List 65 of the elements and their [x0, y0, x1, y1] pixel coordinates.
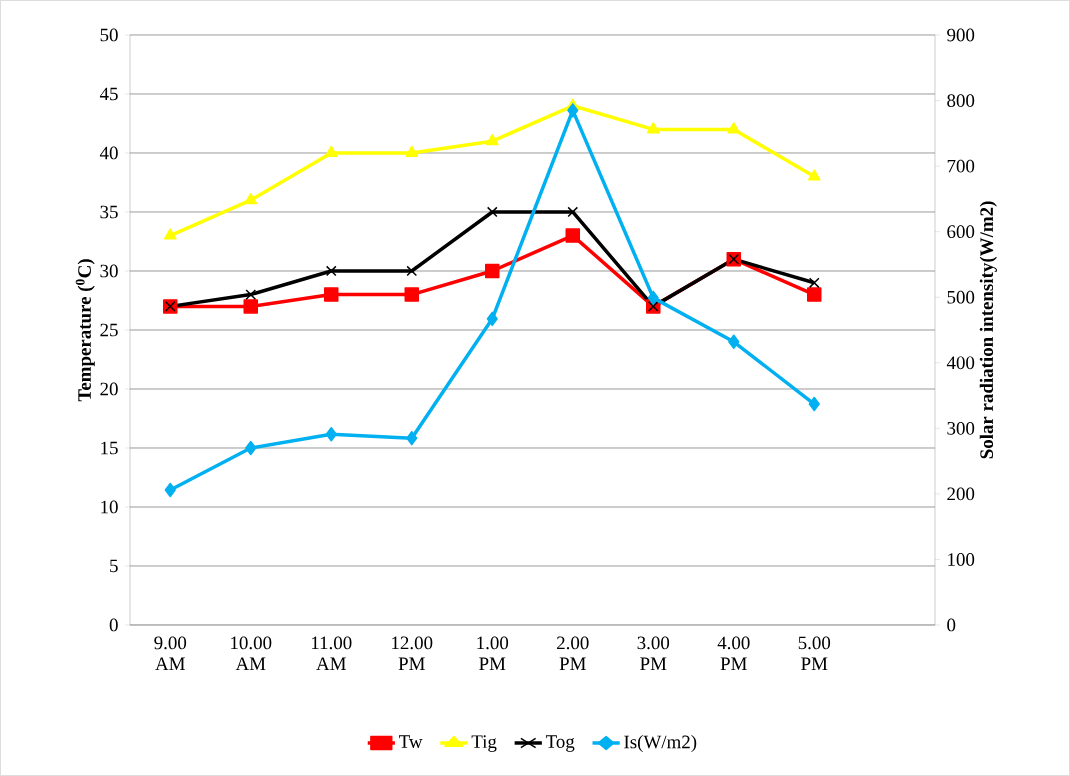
x-tick-label: 2.00 PM — [557, 636, 589, 670]
point — [807, 169, 821, 181]
y2-tick-label: 700 — [947, 159, 975, 173]
legend-label: Tw — [399, 735, 423, 748]
x-tick-label: 1.00 PM — [477, 636, 509, 670]
point — [647, 290, 659, 306]
y2-tick-label: 0 — [947, 618, 956, 632]
y2-tick-label: 500 — [947, 290, 975, 304]
y-tick-label: 10 — [101, 500, 118, 514]
x-tick-label: 3.00 PM — [637, 636, 670, 670]
legend-label: Tig — [471, 735, 497, 752]
x-tick-label: 12.00 PM — [392, 636, 433, 670]
y-tick-label: 0 — [109, 618, 118, 632]
y-tick-label: 20 — [100, 382, 118, 396]
y2-axis-title: Solar radiation intensity(W/m2) — [979, 201, 997, 459]
point — [567, 103, 579, 118]
y-tick-label: 5 — [110, 559, 118, 573]
y2-tick-label: 900 — [947, 28, 975, 42]
y-tick-label: 45 — [99, 87, 118, 101]
y2-tick-label: 200 — [947, 487, 975, 501]
y2-tick-label: 800 — [947, 94, 975, 107]
y-axis-title: Temperature ($^{0}$C) — [75, 259, 95, 402]
point — [243, 299, 259, 314]
point — [406, 430, 418, 446]
point — [807, 287, 822, 302]
point — [404, 287, 420, 302]
point — [486, 311, 498, 327]
point — [163, 228, 177, 240]
x-tick-label: 10.00 AM — [231, 636, 272, 670]
legend-label: Is(W/m2) — [624, 735, 697, 753]
point — [324, 287, 339, 302]
x-tick-label: 11.00 AM — [311, 636, 352, 670]
point — [164, 482, 176, 498]
point — [485, 263, 500, 279]
point — [245, 289, 257, 300]
point — [405, 145, 419, 157]
y2-tick-label: 300 — [947, 421, 975, 435]
point — [325, 426, 337, 442]
y-tick-label: 35 — [100, 205, 118, 219]
x-tick-label: 9.00 AM — [154, 636, 187, 670]
point — [646, 122, 660, 134]
y2-tick-label: 400 — [946, 356, 975, 370]
point — [324, 145, 338, 157]
point — [727, 122, 741, 134]
point — [808, 396, 820, 412]
point — [486, 206, 498, 218]
point — [485, 133, 499, 146]
point — [565, 228, 581, 243]
point — [728, 334, 740, 350]
y2-tick-label: 100 — [948, 553, 975, 566]
x-tick-label: 4.00 PM — [717, 636, 750, 670]
point — [325, 265, 337, 277]
y2-tick-label: 600 — [947, 225, 975, 239]
y-tick-label: 40 — [99, 146, 118, 160]
point — [808, 277, 820, 289]
point — [245, 440, 257, 456]
x-tick-label: 5.00 PM — [798, 636, 831, 670]
point — [244, 192, 258, 205]
y-tick-label: 50 — [100, 28, 118, 42]
y-tick-label: 15 — [101, 441, 118, 455]
point — [567, 206, 579, 218]
y-tick-label: 25 — [100, 323, 118, 337]
legend-label: Tog — [545, 735, 575, 752]
point — [406, 265, 418, 277]
y-tick-label: 30 — [100, 264, 118, 278]
